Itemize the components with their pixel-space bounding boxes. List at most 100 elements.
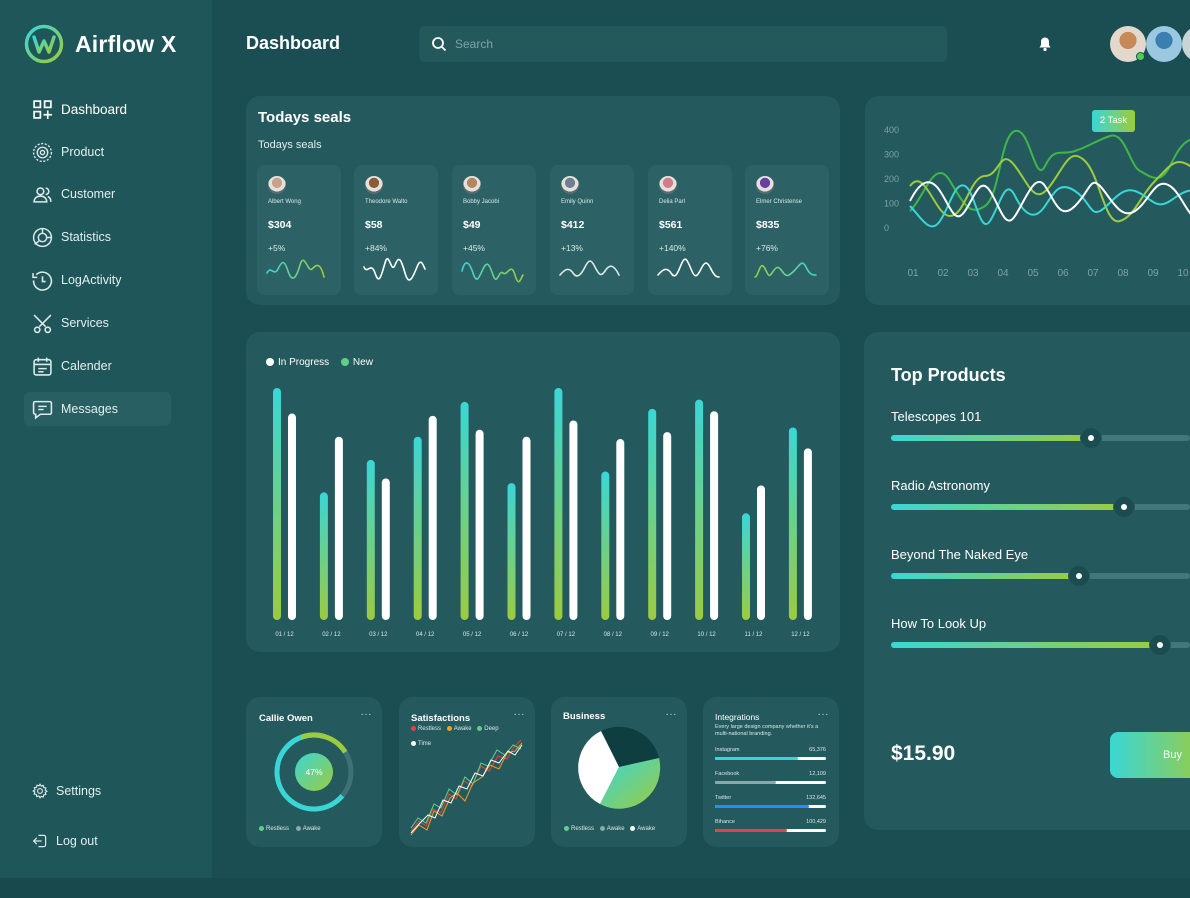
todays-seals-card bbox=[246, 96, 840, 305]
bar-new bbox=[381, 478, 390, 620]
seal-change: +76% bbox=[756, 243, 778, 253]
price: $15.90 bbox=[891, 742, 956, 765]
x-tick-label: 04 bbox=[997, 268, 1009, 279]
seal-change: +13% bbox=[561, 243, 583, 253]
donut-percent: 47% bbox=[305, 767, 323, 777]
integration-name: Facebook bbox=[715, 771, 740, 777]
seals-title: Todays seals bbox=[258, 109, 352, 126]
integration-row[interactable]: Facebook 12,109 bbox=[715, 771, 826, 784]
search-input[interactable] bbox=[455, 37, 935, 51]
integration-row[interactable]: Instagram 65,376 bbox=[715, 747, 826, 760]
x-tick-label: 02 / 12 bbox=[322, 632, 341, 638]
services-icon bbox=[33, 314, 52, 333]
slider-handle[interactable] bbox=[1081, 428, 1102, 448]
settings-label: Settings bbox=[56, 784, 102, 798]
seal-amount: $58 bbox=[365, 219, 383, 231]
series-line-deep bbox=[410, 744, 522, 829]
top-products-title: Top Products bbox=[891, 365, 1006, 385]
series-line-restless bbox=[410, 739, 522, 832]
avatar[interactable] bbox=[1146, 26, 1182, 62]
sidebar bbox=[0, 0, 212, 878]
legend-dot bbox=[411, 726, 416, 731]
seal-card[interactable]: Delia Parl $561 +140% bbox=[648, 165, 732, 295]
more-icon[interactable]: ··· bbox=[513, 709, 525, 720]
product-progress-track[interactable] bbox=[891, 635, 1190, 655]
sidebar-item-services[interactable]: Services bbox=[24, 306, 171, 340]
sparkline-path bbox=[363, 258, 426, 281]
sidebar-item-settings[interactable]: Settings bbox=[24, 774, 171, 808]
callie-title: Callie Owen bbox=[259, 713, 313, 724]
satisfactions-title: Satisfactions bbox=[411, 713, 471, 724]
seal-change: +45% bbox=[463, 243, 485, 253]
avatar bbox=[659, 176, 677, 194]
sidebar-item-product[interactable]: Product bbox=[24, 135, 171, 169]
x-tick-label: 07 bbox=[1087, 268, 1099, 279]
x-tick-label: 01 / 12 bbox=[275, 632, 294, 638]
seal-card[interactable]: Bobby Jacobi $49 +45% bbox=[452, 165, 536, 295]
integrations-card: Integrations ··· Every large design comp… bbox=[703, 697, 839, 847]
x-tick-label: 04 / 12 bbox=[416, 632, 435, 638]
slider-handle[interactable] bbox=[1150, 635, 1171, 655]
seal-amount: $561 bbox=[659, 219, 683, 231]
avatar bbox=[756, 176, 774, 194]
seal-card[interactable]: Elmer Christense $835 +76% bbox=[745, 165, 829, 295]
bar-new bbox=[475, 429, 484, 620]
bar-in-progress bbox=[366, 459, 375, 620]
seal-name: Elmer Christense bbox=[756, 199, 803, 205]
seal-sparkline bbox=[754, 262, 817, 278]
bar-in-progress bbox=[742, 513, 750, 620]
legend-label: Restless bbox=[571, 826, 595, 832]
sparkline-path bbox=[754, 262, 817, 278]
bar-new bbox=[616, 439, 625, 620]
satisfactions-legend: Restless Awake Deep bbox=[411, 726, 499, 732]
more-icon[interactable]: ··· bbox=[360, 709, 372, 720]
avatar bbox=[561, 176, 579, 194]
bar-chart-card: In Progress New 01 / 12 02 / 12 03 / 12 04 … bbox=[246, 332, 840, 652]
seal-card[interactable]: Emily Quinn $412 +13% bbox=[550, 165, 634, 295]
bell-icon[interactable] bbox=[1037, 36, 1053, 52]
sidebar-item-label: Product bbox=[61, 145, 105, 159]
bar-new bbox=[569, 420, 578, 620]
slider-handle[interactable] bbox=[1114, 497, 1135, 517]
integration-value: 132,645 bbox=[806, 795, 826, 801]
integration-value: 12,109 bbox=[809, 771, 826, 777]
integration-row[interactable]: Bihance 100,429 bbox=[715, 819, 826, 832]
integration-row[interactable]: Twitter 132,645 bbox=[715, 795, 826, 808]
sidebar-item-label: Dashboard bbox=[61, 101, 128, 117]
bar-new bbox=[710, 411, 719, 620]
satisfactions-card: Satisfactions ··· Restless Awake Deep Ti… bbox=[399, 697, 535, 847]
x-tick-label: 12 / 12 bbox=[791, 632, 810, 638]
app-logo[interactable]: Airflow X bbox=[24, 24, 176, 64]
integration-bar-fill bbox=[715, 829, 788, 832]
sidebar-item-messages[interactable]: Messages bbox=[24, 392, 171, 426]
sidebar-item-logactivity[interactable]: LogActivity bbox=[24, 263, 171, 297]
avatar[interactable] bbox=[1182, 26, 1190, 62]
sidebar-item-logout[interactable]: Log out bbox=[24, 824, 171, 858]
bar-new bbox=[803, 448, 812, 620]
x-tick-label: 08 bbox=[1117, 268, 1129, 279]
more-icon[interactable]: ··· bbox=[665, 709, 677, 720]
buy-button[interactable]: Buy bbox=[1110, 732, 1190, 778]
legend-dot bbox=[266, 358, 274, 366]
page-title: Dashboard bbox=[246, 33, 341, 53]
pie-slice-green bbox=[600, 758, 661, 809]
seal-card[interactable]: Theodore Walto $58 +84% bbox=[354, 165, 438, 295]
product-progress-track[interactable] bbox=[891, 428, 1190, 448]
legend-label: Time bbox=[418, 741, 432, 747]
seal-card[interactable]: Albert Wong $304 +5% bbox=[257, 165, 341, 295]
more-icon[interactable]: ··· bbox=[817, 709, 829, 720]
sidebar-item-customer[interactable]: Customer bbox=[24, 177, 171, 211]
sidebar-item-dashboard[interactable]: Dashboard bbox=[24, 92, 171, 126]
sidebar-item-calender[interactable]: Calender bbox=[24, 349, 171, 383]
callie-owen-card: Callie Owen ··· 47% Restless Awake bbox=[246, 697, 382, 847]
x-tick-label: 05 bbox=[1027, 268, 1039, 279]
search-bar[interactable] bbox=[419, 26, 947, 62]
product-progress-track[interactable] bbox=[891, 497, 1190, 517]
product-progress-track[interactable] bbox=[891, 566, 1190, 586]
pie-slice-white bbox=[578, 731, 619, 804]
sidebar-item-statistics[interactable]: Statistics bbox=[24, 220, 171, 254]
task-badge[interactable]: 2 Task bbox=[1092, 110, 1135, 132]
slider-handle[interactable] bbox=[1069, 566, 1090, 586]
business-legend: Restless Awake Awake bbox=[564, 826, 655, 832]
seal-change: +5% bbox=[268, 243, 286, 253]
